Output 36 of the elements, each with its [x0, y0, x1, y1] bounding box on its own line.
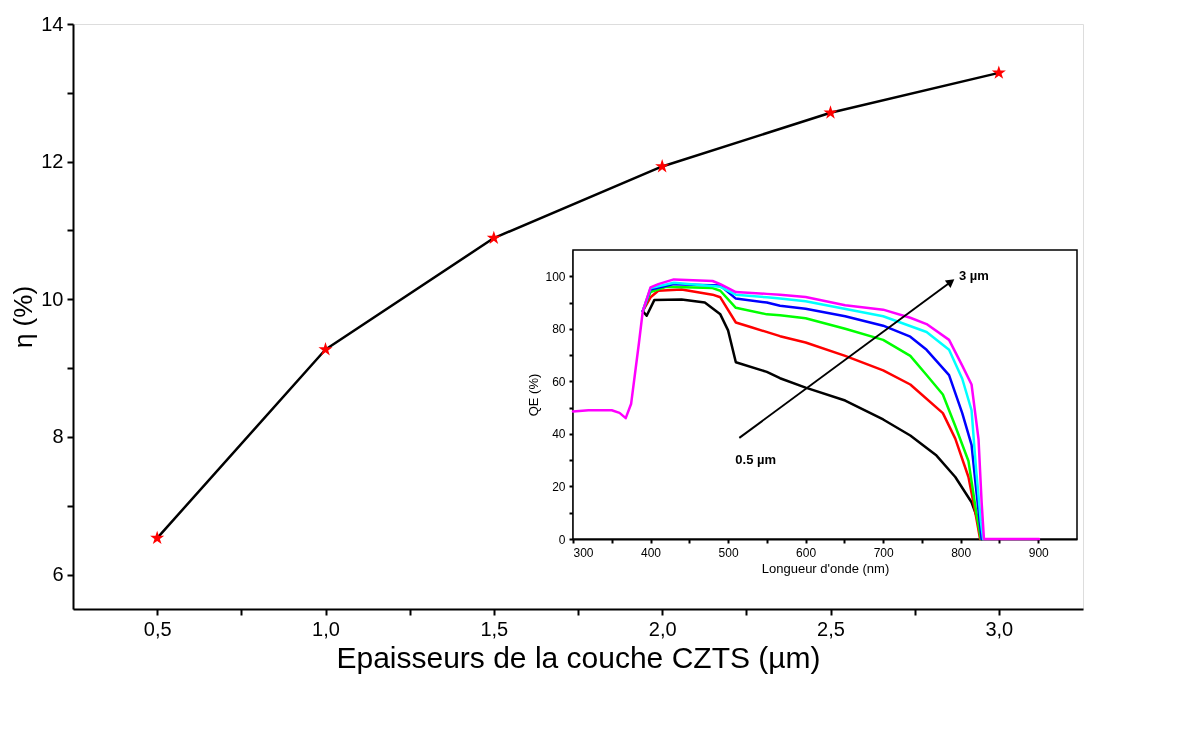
y-tick-label: 40 [552, 427, 566, 442]
x-tick-label: 600 [796, 545, 817, 560]
x-tick-label: 1,0 [312, 617, 340, 640]
x-tick-label: 300 [573, 545, 594, 560]
x-axis-title: Epaisseurs de la couche CZTS (µm) [336, 640, 821, 674]
y-tick-label: 80 [552, 322, 566, 337]
x-tick-label: 3,0 [985, 617, 1014, 640]
point [823, 105, 838, 119]
point [486, 230, 501, 245]
x-tick-label: 700 [873, 545, 894, 560]
y-axis-title: η (%) [8, 285, 39, 349]
annotation: 3 µm [959, 267, 989, 283]
x-tick-label: 400 [641, 545, 662, 560]
x-tick-label: 2,5 [817, 617, 845, 640]
x-tick-label: 2,0 [648, 617, 677, 640]
y-tick-label: 12 [41, 150, 64, 173]
point [150, 530, 165, 545]
y-tick-label: 14 [41, 12, 64, 35]
point [991, 65, 1006, 79]
point [318, 342, 333, 356]
x-tick-label: 900 [1028, 545, 1050, 560]
point [655, 159, 670, 173]
y-axis-title: QE (%) [526, 373, 542, 417]
y-tick-label: 100 [545, 269, 566, 284]
y-tick-label: 6 [52, 563, 64, 586]
annotation: 0.5 µm [735, 451, 777, 467]
y-tick-label: 0 [558, 532, 566, 547]
x-tick-label: 500 [718, 545, 739, 560]
y-tick-label: 8 [52, 425, 64, 448]
x-axis-title: Longueur d'onde (nm) [761, 560, 890, 576]
x-tick-label: 800 [951, 545, 972, 560]
y-tick-label: 10 [41, 287, 64, 310]
x-tick-label: 0,5 [143, 617, 172, 640]
y-tick-label: 60 [552, 374, 566, 389]
y-tick-label: 20 [552, 479, 566, 494]
x-tick-label: 1,5 [480, 617, 509, 640]
